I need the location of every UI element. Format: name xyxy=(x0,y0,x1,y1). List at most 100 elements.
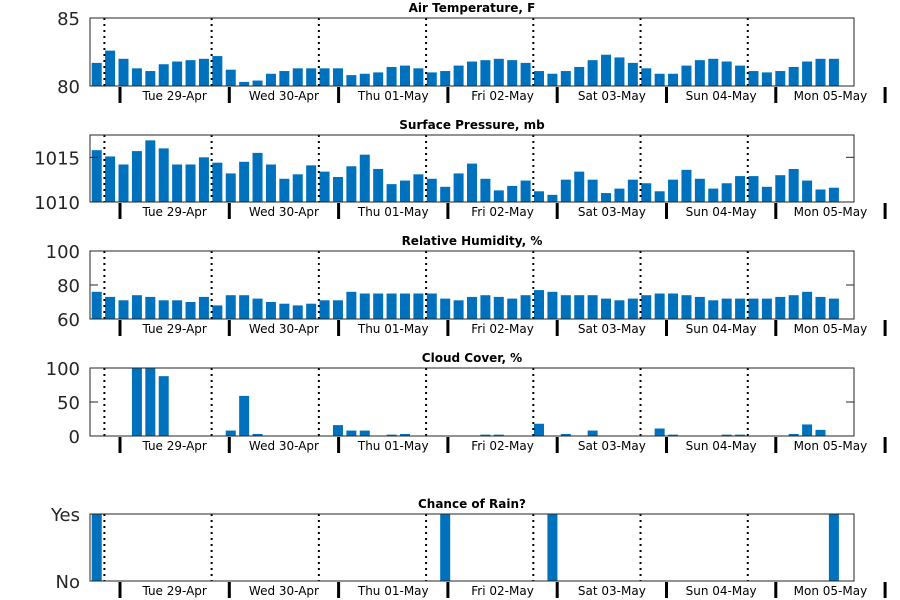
bar xyxy=(399,293,410,319)
y-tick-label: 100 xyxy=(46,242,80,263)
day-label: Fri 02-May xyxy=(471,322,534,336)
bar xyxy=(319,300,330,319)
day-tick-mark xyxy=(446,582,450,598)
bar xyxy=(480,434,491,436)
bar xyxy=(815,296,826,319)
bar xyxy=(279,303,290,319)
bar xyxy=(694,296,705,319)
panel-title: Relative Humidity, % xyxy=(402,234,543,248)
y-tick-label: 1010 xyxy=(34,193,80,214)
bar xyxy=(346,166,357,202)
day-label: Sun 04-May xyxy=(686,584,757,598)
bar xyxy=(399,180,410,202)
day-label: Fri 02-May xyxy=(471,439,534,453)
day-tick-mark xyxy=(227,203,231,219)
bar xyxy=(252,433,263,436)
bar xyxy=(748,298,759,319)
bar xyxy=(761,72,772,86)
day-label: Thu 01-May xyxy=(357,205,429,219)
bar xyxy=(627,179,638,202)
bar xyxy=(91,150,102,202)
day-label: Wed 30-Apr xyxy=(249,89,319,103)
y-tick-label: Yes xyxy=(50,505,80,526)
bar xyxy=(627,298,638,319)
day-tick-mark xyxy=(665,320,668,336)
bar xyxy=(828,187,839,202)
bar xyxy=(668,73,679,86)
day-label: Sat 03-May xyxy=(578,89,646,103)
bar xyxy=(440,298,451,319)
bar xyxy=(131,68,142,86)
bar xyxy=(587,60,598,86)
panel-1: Surface Pressure, mb 1010 1015 Tue 29-Apr We… xyxy=(34,118,887,219)
bar xyxy=(252,152,263,202)
bar xyxy=(158,64,169,86)
bar xyxy=(158,376,169,436)
bar xyxy=(386,184,397,202)
day-label: Fri 02-May xyxy=(471,89,534,103)
bar xyxy=(802,61,813,86)
day-tick-mark xyxy=(665,437,668,453)
panel-2: Relative Humidity, % 60 80 100 Tue 29-Apr Wed… xyxy=(46,234,887,336)
bar xyxy=(185,60,196,86)
bar xyxy=(708,188,719,202)
bar xyxy=(198,58,209,86)
axes-box xyxy=(89,134,855,203)
bar xyxy=(386,293,397,319)
bar xyxy=(574,295,585,319)
bar xyxy=(574,171,585,202)
bar xyxy=(480,178,491,202)
bar xyxy=(761,186,772,202)
bar xyxy=(105,50,116,86)
day-label: Fri 02-May xyxy=(471,205,534,219)
bar xyxy=(426,293,437,319)
bar xyxy=(158,148,169,202)
bar xyxy=(721,183,732,202)
bar xyxy=(292,174,303,202)
day-tick-mark xyxy=(227,582,231,598)
bar xyxy=(828,298,839,319)
day-label: Tue 29-Apr xyxy=(141,89,206,103)
bar xyxy=(641,68,652,86)
bar xyxy=(721,298,732,319)
bar xyxy=(694,178,705,202)
day-tick-mark xyxy=(883,87,887,103)
day-label: Sat 03-May xyxy=(578,322,646,336)
day-tick-mark xyxy=(555,87,559,103)
y-tick-label: No xyxy=(56,572,80,593)
bar xyxy=(265,164,276,202)
bar xyxy=(802,291,813,319)
bar xyxy=(802,180,813,202)
bar xyxy=(225,69,236,86)
day-label: Mon 05-May xyxy=(794,89,868,103)
day-tick-mark xyxy=(337,320,341,336)
bar xyxy=(239,395,250,436)
bar xyxy=(145,296,156,319)
day-label: Mon 05-May xyxy=(794,584,868,598)
bar xyxy=(815,429,826,436)
bar xyxy=(91,514,102,581)
bar xyxy=(453,65,464,86)
bar xyxy=(587,430,598,436)
bar xyxy=(105,296,116,319)
bar xyxy=(721,434,732,436)
bar xyxy=(306,165,317,202)
y-tick-label: 50 xyxy=(57,393,80,414)
bar xyxy=(520,62,531,86)
day-tick-mark xyxy=(883,582,887,598)
bar xyxy=(802,424,813,436)
bar xyxy=(668,434,679,436)
day-tick-mark xyxy=(227,320,231,336)
day-label: Wed 30-Apr xyxy=(249,439,319,453)
day-tick-mark xyxy=(665,203,668,219)
bar xyxy=(198,296,209,319)
bar xyxy=(225,295,236,319)
bar xyxy=(493,296,504,319)
day-label: Fri 02-May xyxy=(471,584,534,598)
bar xyxy=(239,161,250,202)
bar xyxy=(681,169,692,202)
bar xyxy=(467,163,477,202)
bar xyxy=(560,433,571,436)
day-label: Sat 03-May xyxy=(578,584,646,598)
